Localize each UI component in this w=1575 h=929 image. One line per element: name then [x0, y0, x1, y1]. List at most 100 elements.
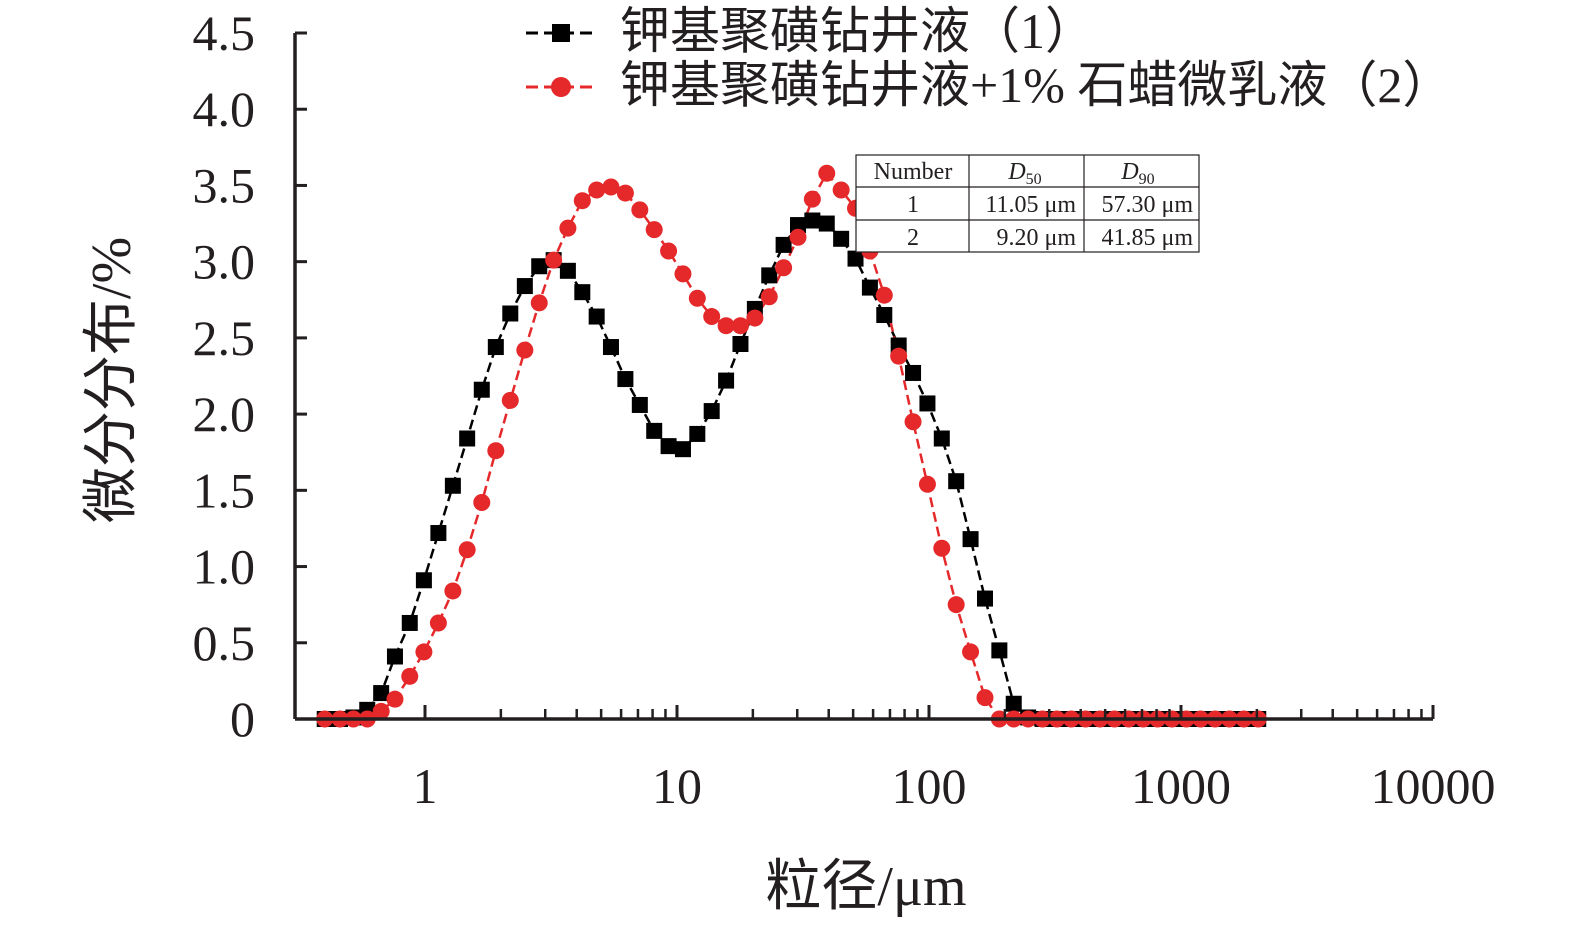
- series-1-point: [386, 648, 403, 665]
- series-1-point: [444, 477, 461, 494]
- series-2-point: [760, 288, 778, 306]
- series-2-point: [803, 190, 821, 208]
- series-1-point: [473, 381, 490, 398]
- series-1-point: [761, 267, 778, 284]
- x-tick-label: 10: [652, 758, 702, 814]
- y-tick-label: 4.5: [193, 5, 256, 61]
- series-2-point: [717, 317, 735, 335]
- y-tick-label: 4.0: [193, 81, 256, 137]
- y-tick-label: 3.5: [193, 157, 256, 213]
- table-cell: 41.85 μm: [1101, 225, 1193, 251]
- y-axis-title: 微分分布/%: [81, 237, 143, 523]
- series-2-point: [688, 289, 706, 307]
- y-tick-label: 0.5: [193, 615, 256, 671]
- series-1-point: [818, 215, 835, 232]
- series-2-point: [875, 286, 893, 304]
- series-2-point: [904, 413, 922, 431]
- series-2-point: [372, 702, 390, 720]
- series-2-point: [674, 265, 692, 283]
- series-2-point: [530, 294, 548, 312]
- series-2-point: [645, 221, 663, 239]
- series-2-point: [573, 192, 591, 210]
- y-tick-label: 0: [230, 691, 255, 747]
- table-cell: 1: [907, 192, 919, 218]
- legend-label: 钾基聚磺钻井液+1% 石蜡微乳液（2）: [620, 57, 1452, 113]
- series-2-point: [616, 184, 634, 202]
- series-2-point: [789, 228, 807, 246]
- series-1-point: [574, 284, 591, 301]
- series-1-point: [861, 279, 878, 296]
- series-1-point: [430, 525, 447, 542]
- table-cell: 11.05 μm: [985, 192, 1076, 218]
- series-2-point: [588, 181, 606, 199]
- series-2-point: [401, 667, 419, 685]
- series-2-point: [501, 391, 519, 409]
- legend-item-series-2: 钾基聚磺钻井液+1% 石蜡微乳液（2）: [526, 57, 1452, 113]
- series-2-point: [731, 317, 749, 335]
- table-cell: 9.20 μm: [996, 225, 1076, 251]
- legend-item-series-1: 钾基聚磺钻井液（1）: [526, 3, 1095, 59]
- series-1-point: [459, 430, 476, 447]
- series-1-point: [789, 217, 806, 234]
- series-1-point: [373, 685, 390, 702]
- series-2-point: [429, 614, 447, 632]
- x-axis-title: 粒径/μm: [765, 856, 966, 918]
- series-1-point: [559, 262, 576, 279]
- series-2-point: [386, 690, 404, 708]
- legend-label: 钾基聚磺钻井液（1）: [620, 3, 1095, 59]
- series-1-point: [674, 441, 691, 458]
- series-1-point: [905, 364, 922, 381]
- y-tick-label: 2.5: [193, 310, 256, 366]
- series-2-point: [458, 541, 476, 559]
- series-1-point: [933, 430, 950, 447]
- series-2-point: [775, 259, 793, 277]
- x-tick-label: 100: [892, 758, 967, 814]
- series-1-point: [660, 438, 677, 455]
- x-tick-labels: 1 10 100 1000 10000: [413, 758, 1496, 814]
- series-2-point: [487, 442, 505, 460]
- axes: [293, 31, 1435, 721]
- y-tick-labels: 0 0.5 1.0 1.5 2.0 2.5 3.0 3.5 4.0 4.5: [193, 5, 256, 747]
- series-1-point: [487, 339, 504, 356]
- series-1-point: [531, 258, 548, 275]
- series-1-point: [415, 572, 432, 589]
- y-tick-label: 3.0: [193, 234, 256, 290]
- series-1-point: [646, 422, 663, 439]
- series-1-point: [631, 396, 648, 413]
- series-2-point: [832, 181, 850, 199]
- series-2-point: [818, 164, 836, 182]
- series-2-point: [559, 219, 577, 237]
- series-2-point: [602, 178, 620, 196]
- series-1-point: [876, 307, 893, 324]
- series-1-point: [617, 371, 634, 388]
- series-1-point: [1005, 695, 1022, 712]
- series-1-point: [804, 212, 821, 229]
- series-2-point: [473, 494, 491, 512]
- series-1-point: [948, 473, 965, 490]
- series-1-point: [516, 278, 533, 295]
- series-2-point: [962, 643, 980, 661]
- inset-table: Number D50 D90 1 11.05 μm 57.30 μm 2 9.2…: [855, 154, 1200, 253]
- series-1-point: [976, 590, 993, 607]
- y-tick-label: 2.0: [193, 386, 256, 442]
- legend-swatch-marker: [551, 77, 571, 97]
- series-1-point: [847, 250, 864, 267]
- series-2-point: [746, 309, 764, 327]
- table-header-d50: D50: [1007, 159, 1041, 188]
- legend: 钾基聚磺钻井液（1） 钾基聚磺钻井液+1% 石蜡微乳液（2）: [526, 3, 1452, 113]
- series-2-point: [631, 201, 649, 219]
- y-tick-label: 1.5: [193, 462, 256, 518]
- x-tick-label: 10000: [1371, 758, 1496, 814]
- series-1-point: [962, 531, 979, 548]
- series-1-line: [324, 219, 1259, 721]
- series-2-point: [415, 643, 433, 661]
- series-1-point: [703, 403, 720, 420]
- series-1-point: [919, 395, 936, 412]
- table-header-number: Number: [874, 159, 953, 185]
- series-1-point: [689, 425, 706, 442]
- legend-swatch-marker: [552, 24, 570, 42]
- series-2-point: [947, 596, 965, 614]
- series-1-point: [401, 614, 418, 631]
- series-2-point: [516, 341, 534, 359]
